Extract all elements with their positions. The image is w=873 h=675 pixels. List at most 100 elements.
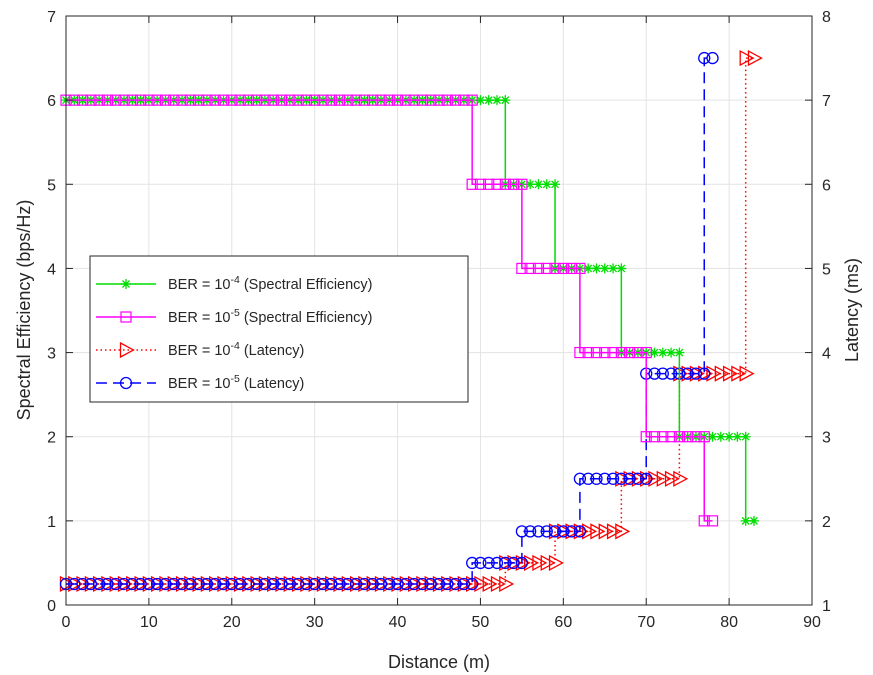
data-point [540, 525, 553, 538]
data-point [706, 365, 722, 382]
data-point [424, 577, 437, 591]
y-tick-label: 2 [47, 430, 56, 447]
data-point [615, 346, 627, 359]
data-point [507, 556, 520, 570]
data-point [739, 49, 755, 67]
data-point [606, 523, 622, 540]
data-point [449, 577, 462, 591]
data-point [233, 577, 247, 591]
data-point [491, 178, 503, 190]
data-point [689, 367, 703, 380]
data-point [275, 577, 288, 591]
data-point [76, 577, 89, 591]
data-point [574, 346, 586, 359]
data-point [474, 556, 487, 570]
data-point [731, 365, 747, 382]
data-point [400, 94, 412, 106]
data-point [325, 577, 338, 591]
legend-label: BER = 10-4 (Spectral Efficiency) [168, 274, 373, 293]
data-point [508, 178, 520, 190]
y-right-tick-label: 1 [822, 598, 831, 615]
legend-item: BER = 10-5 (Spectral Efficiency) [96, 307, 373, 326]
y-axis-right-label: Latency (ms) [842, 258, 862, 362]
data-point [640, 472, 653, 485]
data-point [706, 515, 719, 527]
y-tick-label: 1 [47, 514, 56, 531]
data-point [209, 94, 221, 106]
legend-item: BER = 10-4 (Latency) [96, 340, 304, 359]
data-point [666, 347, 677, 358]
data-point [524, 525, 537, 538]
x-tick-label: 40 [389, 614, 407, 631]
data-point [358, 577, 371, 591]
data-point [117, 577, 131, 591]
data-point [449, 94, 462, 106]
data-point [532, 525, 545, 538]
data-point [540, 554, 556, 572]
data-point [474, 575, 490, 593]
y-right-tick-label: 6 [822, 177, 831, 194]
y-tick-label: 3 [47, 346, 56, 363]
data-point [333, 577, 346, 591]
data-point [606, 472, 620, 485]
data-point [599, 346, 611, 359]
data-point [134, 577, 147, 591]
y-right-tick-label: 4 [822, 346, 831, 363]
data-point [242, 94, 254, 106]
data-point [656, 470, 672, 487]
data-point [175, 577, 189, 591]
data-point [724, 431, 735, 442]
data-point [251, 94, 263, 106]
data-point [383, 94, 395, 106]
data-point [657, 431, 669, 443]
data-point [492, 95, 503, 106]
data-point [250, 577, 263, 591]
data-point [656, 367, 669, 380]
data-point [142, 577, 156, 591]
data-point [582, 523, 598, 540]
data-point [367, 94, 379, 106]
data-point [93, 94, 105, 106]
data-point [541, 179, 552, 190]
data-point [515, 525, 529, 538]
data-point [167, 577, 180, 591]
data-point [648, 431, 661, 443]
data-point [76, 94, 89, 106]
data-point [109, 577, 122, 591]
data-point [573, 525, 587, 538]
data-point [283, 577, 296, 591]
data-point [466, 178, 478, 190]
data-point [532, 554, 548, 572]
data-point [291, 577, 305, 591]
y-axis-right: 1 2 3 4 5 6 7 8 [805, 9, 831, 615]
data-point [740, 515, 751, 526]
y-tick-label: 0 [47, 598, 56, 615]
data-point [457, 577, 471, 591]
data-point [284, 94, 296, 106]
data-point [550, 179, 561, 190]
data-point [557, 262, 569, 275]
legend-item: BER = 10-4 (Spectral Efficiency) [96, 274, 373, 293]
data-point [275, 94, 288, 106]
data-point [483, 178, 495, 190]
series-line [66, 57, 713, 585]
data-point [316, 577, 330, 591]
data-point [648, 367, 661, 380]
data-point [466, 577, 479, 591]
data-point [665, 431, 677, 443]
data-point [648, 470, 664, 487]
y-right-tick-label: 7 [822, 93, 831, 110]
data-point [548, 525, 562, 538]
data-point [192, 577, 205, 591]
data-point [649, 347, 660, 358]
data-point [516, 178, 528, 190]
data-point [632, 346, 644, 359]
data-point [184, 577, 197, 591]
x-tick-label: 70 [637, 614, 655, 631]
legend-label: BER = 10-5 (Spectral Efficiency) [168, 307, 373, 326]
data-point [591, 263, 602, 274]
x-tick-label: 50 [472, 614, 490, 631]
data-point [416, 94, 429, 106]
data-point [673, 431, 685, 443]
data-point [525, 179, 536, 190]
